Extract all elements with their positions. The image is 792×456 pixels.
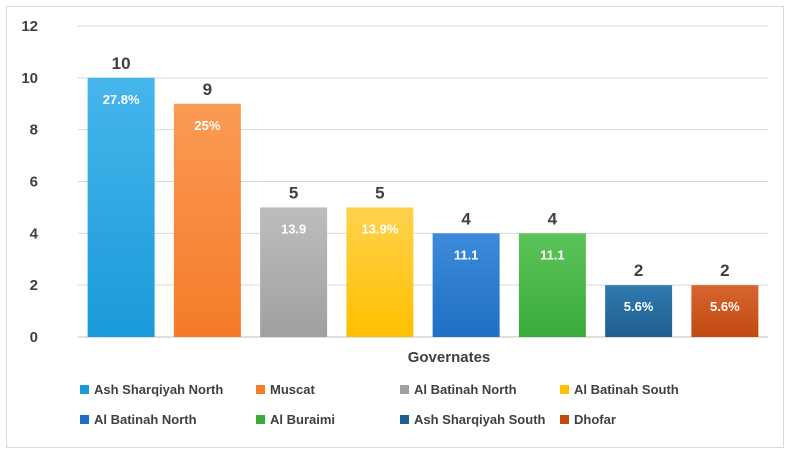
y-tick-label: 10	[21, 70, 38, 87]
bar	[346, 207, 414, 337]
bar-percent-label: 25%	[194, 118, 220, 133]
bar-value-label: 4	[548, 209, 558, 228]
y-tick-label: 6	[30, 174, 38, 191]
bar	[260, 207, 328, 337]
bar-percent-label: 5.6%	[624, 299, 654, 314]
bar-percent-label: 5.6%	[710, 299, 740, 314]
bar	[518, 233, 586, 337]
bar-percent-label: 13.9	[281, 221, 306, 236]
bar-value-label: 10	[112, 54, 131, 73]
bar-value-label: 4	[461, 209, 471, 228]
bar-value-label: 2	[720, 261, 729, 280]
y-tick-label: 4	[30, 225, 39, 242]
y-tick-label: 12	[21, 18, 38, 35]
bar-value-label: 5	[289, 183, 298, 202]
y-tick-label: 8	[30, 122, 38, 139]
y-tick-label: 0	[30, 329, 38, 346]
bar	[605, 285, 673, 337]
bar	[173, 103, 241, 337]
bar-percent-label: 11.1	[454, 247, 479, 262]
bar-percent-label: 27.8%	[103, 92, 140, 107]
bar-value-label: 5	[375, 183, 384, 202]
bar	[432, 233, 500, 337]
x-axis-title: Governates	[408, 349, 491, 366]
bar	[87, 77, 155, 337]
bar-value-label: 9	[203, 80, 212, 99]
bar-percent-label: 13.9%	[361, 221, 398, 236]
bar	[691, 285, 759, 337]
y-tick-label: 2	[30, 277, 38, 294]
bar-value-label: 2	[634, 261, 643, 280]
bar-percent-label: 11.1	[540, 247, 565, 262]
